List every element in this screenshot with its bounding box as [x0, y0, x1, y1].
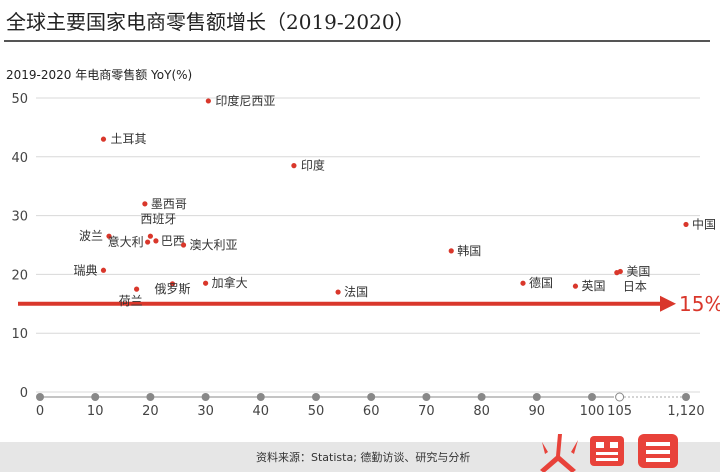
data-point: [100, 136, 107, 142]
data-point: [205, 98, 211, 104]
y-tick-label: 50: [11, 92, 28, 107]
y-tick-label: 30: [11, 210, 28, 225]
y-axis-ticks: 0 10 20 30 40 50: [11, 92, 28, 401]
data-point: [335, 289, 341, 295]
point-label: 加拿大: [212, 275, 248, 290]
x-tick-dot: [367, 393, 376, 401]
scatter-plot: 0 10 20 30 40 50 0 10 20 30 40 50 60 70 80 90 100 105 1,1…: [11, 92, 720, 419]
data-point: [147, 233, 153, 239]
point-label: 墨西哥: [151, 197, 187, 211]
x-tick-dot: [201, 393, 210, 401]
x-tick-dot: [588, 393, 596, 401]
x-tick-label: 70: [418, 404, 435, 419]
data-point: [100, 267, 107, 273]
threshold-arrowhead: [660, 295, 676, 312]
y-tick-label: 0: [20, 386, 28, 401]
point-label: 波兰: [79, 229, 103, 243]
point-label: 印度: [301, 158, 325, 173]
point-label: 德国: [529, 275, 553, 290]
chart-title: 全球主要国家电商零售额增长（2019-2020）: [6, 10, 415, 34]
title-divider: [4, 40, 710, 42]
data-point: [291, 163, 297, 169]
data-point: [520, 280, 526, 286]
x-tick-dot: [477, 393, 486, 401]
y-tick-label: 40: [11, 151, 28, 166]
x-tick-label: 80: [473, 404, 490, 419]
x-tick-label: 30: [197, 404, 214, 419]
x-tick-label: 20: [142, 404, 159, 419]
x-tick-label: 0: [36, 404, 44, 419]
x-tick-label: 105: [607, 404, 632, 419]
point-label: 澳大利亚: [190, 238, 238, 252]
point-label: 瑞典: [73, 263, 97, 277]
data-point: [203, 280, 209, 286]
threshold-arrow: 15%: [18, 292, 720, 316]
point-label: 印度尼西亚: [215, 93, 275, 108]
data-point: [614, 270, 620, 276]
data-point: [169, 281, 176, 287]
y-tick-label: 20: [11, 268, 28, 283]
data-point: [145, 239, 151, 245]
x-tick-dot: [91, 393, 100, 401]
point-label: 俄罗斯: [154, 282, 190, 296]
x-tick-label: 10: [87, 404, 104, 419]
x-axis: 0 10 20 30 40 50 60 70 80 90 100 105 1,120: [36, 392, 705, 419]
data-point: [448, 248, 454, 254]
point-label: 意大利: [108, 234, 144, 249]
x-tick-label: 50: [308, 404, 325, 419]
x-tick-dot: [422, 393, 431, 401]
y-axis-label: 2019-2020 年电商零售额 YoY(%): [6, 68, 193, 82]
y-tick-label: 10: [11, 327, 28, 342]
x-tick-dot: [36, 393, 44, 401]
x-tick-label: 60: [363, 404, 380, 419]
x-tick-label: 1,120: [667, 404, 704, 419]
logo-text: 火鲤鱼: [690, 459, 702, 465]
data-point: [572, 283, 579, 289]
point-label: 日本: [623, 280, 647, 294]
point-label: 荷兰: [119, 294, 143, 308]
point-label: 美国: [626, 264, 650, 278]
x-tick-dot: [146, 393, 155, 401]
x-tick-label: 40: [253, 404, 270, 419]
x-tick-label: 90: [529, 404, 546, 419]
x-tick-label: 100: [580, 404, 605, 419]
point-label: 中国: [692, 216, 716, 231]
source-note: 资料来源：Statista; 德勤访谈、研究与分析: [256, 451, 471, 464]
data-point: [153, 238, 159, 244]
data-point: [106, 233, 112, 239]
point-label: 土耳其: [110, 132, 146, 146]
point-label: 英国: [581, 279, 605, 293]
threshold-label: 15%: [679, 292, 720, 316]
x-tick-dot: [532, 393, 541, 401]
x-tick-dot: [615, 392, 625, 402]
brand-logo: 火鲤鱼: [540, 434, 702, 472]
grid-lines: [36, 97, 700, 393]
point-label: 巴西: [161, 234, 185, 248]
data-point: [180, 242, 187, 248]
data-point: [134, 286, 140, 292]
x-tick-dot: [256, 393, 265, 401]
x-tick-dot: [682, 393, 690, 401]
point-label: 西班牙: [140, 212, 176, 226]
data-point: [142, 201, 148, 207]
x-tick-dot: [312, 393, 320, 401]
data-point: [683, 221, 689, 228]
point-label: 法国: [344, 285, 368, 299]
point-label: 韩国: [457, 243, 481, 258]
